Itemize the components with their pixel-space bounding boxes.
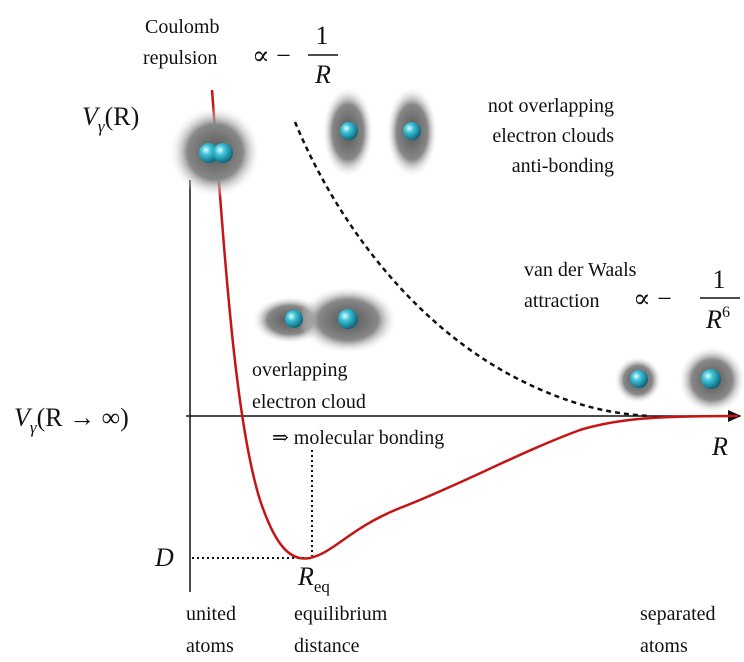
coulomb-denominator: R — [314, 60, 331, 89]
vdw-denominator: R6 — [705, 304, 730, 334]
vdw-line: van der Waals — [524, 259, 637, 281]
united-atoms-illustration — [169, 106, 261, 198]
asymptote-label: Vγ(R → ∞) — [14, 403, 129, 437]
bonding-line: overlapping — [252, 359, 348, 381]
bonding-illustration — [252, 286, 398, 354]
region-label: equilibrium — [294, 603, 388, 625]
region-label: atoms — [640, 635, 688, 657]
anti-bonding-illustration — [322, 86, 438, 178]
coulomb-line: Coulomb — [145, 16, 219, 38]
region-label: distance — [294, 635, 360, 657]
region-label: atoms — [186, 635, 234, 657]
region-label: united — [186, 603, 236, 625]
anti-bonding-line: electron clouds — [492, 125, 614, 147]
y-axis-label: Vγ(R) — [82, 102, 139, 136]
depth-label: D — [154, 543, 174, 572]
coulomb-line: repulsion — [143, 47, 217, 69]
eq-label: Req — [297, 562, 330, 596]
bonding-line: electron cloud — [252, 391, 366, 413]
vdw-line: attraction — [524, 290, 600, 312]
anti-bonding-line: not overlapping — [488, 95, 614, 117]
anti-bonding-curve — [293, 121, 651, 418]
potential-curve — [210, 89, 739, 560]
vdw-prop: ∝ − — [633, 284, 672, 313]
vdw-numerator: 1 — [713, 265, 726, 294]
bonding-line: ⇒ molecular bonding — [272, 427, 444, 449]
anti-bonding-line: anti-bonding — [512, 155, 614, 177]
coulomb-prop: ∝ − — [252, 41, 291, 70]
region-label: separated — [640, 603, 716, 625]
x-axis-label: R — [711, 432, 728, 461]
coulomb-numerator: 1 — [316, 21, 329, 50]
separated-atoms-illustration — [614, 346, 744, 414]
